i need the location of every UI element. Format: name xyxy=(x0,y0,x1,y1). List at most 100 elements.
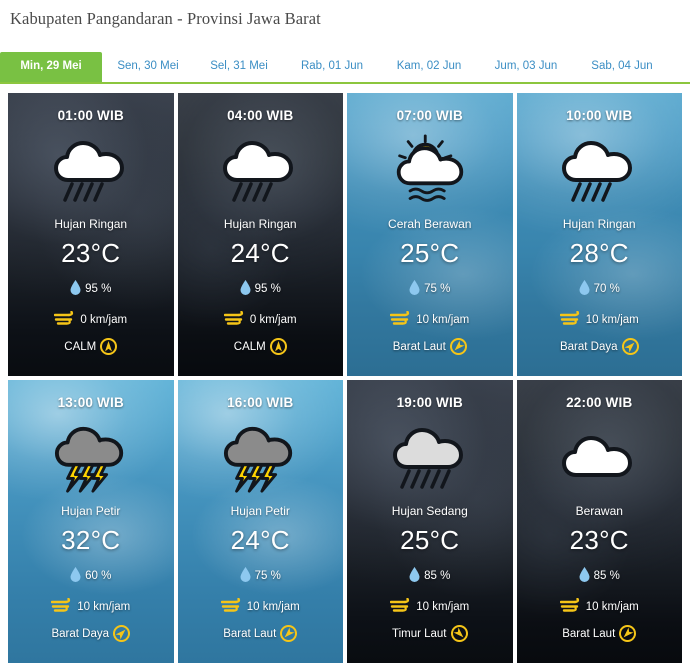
forecast-condition: Hujan Petir xyxy=(61,504,121,518)
wind-speed-value: 10 km/jam xyxy=(585,600,639,613)
forecast-card-content: 10:00 WIB Hujan Ringan 28°C 70 % 10 km/jam Ba… xyxy=(517,93,683,376)
cloudy-icon xyxy=(562,416,636,500)
thunderstorm-icon xyxy=(54,416,128,500)
forecast-condition: Hujan Ringan xyxy=(223,217,297,231)
forecast-card[interactable]: 04:00 WIB Hujan Ringan 24°C 95 % 0 km/jam CAL… xyxy=(177,93,344,376)
wind-icon xyxy=(54,310,76,328)
water-drop-icon xyxy=(579,567,590,585)
day-tab-bar: Min, 29 Mei Sen, 30 Mei Sel, 31 Mei Rab,… xyxy=(0,52,690,84)
forecast-card[interactable]: 01:00 WIB Hujan Ringan 23°C 95 % 0 km/jam CAL… xyxy=(8,93,174,376)
forecast-condition: Hujan Sedang xyxy=(391,504,468,518)
tab-day-2[interactable]: Sel, 31 Mei xyxy=(194,52,284,82)
wind-direction-row: Barat Laut xyxy=(562,625,637,642)
rain-moderate-icon xyxy=(392,416,467,500)
forecast-temperature: 25°C xyxy=(400,238,460,268)
tab-label: Rab, 01 Jun xyxy=(300,60,363,73)
compass-arrow-icon xyxy=(280,625,298,642)
water-drop-icon xyxy=(70,280,81,298)
forecast-temperature: 24°C xyxy=(230,238,290,268)
wind-icon xyxy=(51,597,73,615)
wind-speed-row: 10 km/jam xyxy=(390,310,469,328)
page-title: Kabupaten Pangandaran - Provinsi Jawa Ba… xyxy=(10,9,321,28)
forecast-card[interactable]: 19:00 WIB Hujan Sedang 25°C 85 % 10 km/jam Ti… xyxy=(347,380,513,663)
humidity-value: 95 % xyxy=(85,283,112,295)
forecast-card-content: 22:00 WIB Berawan 23°C 85 % 10 km/jam Barat L… xyxy=(517,380,683,663)
rain-light-icon xyxy=(53,129,128,213)
forecast-card-content: 16:00 WIB Hujan Petir 24°C 75 % 10 km/jam Bar… xyxy=(178,380,344,663)
humidity-value: 75 % xyxy=(424,283,451,295)
humidity-row: 75 % xyxy=(409,280,450,298)
forecast-time: 07:00 WIB xyxy=(396,108,463,123)
wind-icon xyxy=(223,310,246,328)
compass-arrow-icon xyxy=(269,338,287,355)
water-drop-icon xyxy=(240,280,251,298)
wind-direction-label: Barat Laut xyxy=(562,627,616,640)
forecast-card-content: 04:00 WIB Hujan Ringan 24°C 95 % 0 km/jam CAL… xyxy=(178,93,344,376)
wind-direction-row: CALM xyxy=(64,338,118,355)
wind-icon xyxy=(559,310,582,328)
wind-direction-row: Barat Laut xyxy=(393,338,467,355)
tab-day-1[interactable]: Sen, 30 Mei xyxy=(102,52,194,82)
wind-speed-row: 10 km/jam xyxy=(559,310,639,328)
tab-day-5[interactable]: Jum, 03 Jun xyxy=(478,52,574,82)
forecast-condition: Cerah Berawan xyxy=(388,217,472,231)
forecast-condition: Hujan Ringan xyxy=(562,217,636,231)
forecast-condition: Hujan Ringan xyxy=(54,217,128,231)
compass-arrow-icon xyxy=(100,338,118,355)
forecast-temperature: 25°C xyxy=(400,525,460,555)
water-drop-icon xyxy=(409,567,420,585)
wind-speed-value: 10 km/jam xyxy=(416,600,470,613)
rain-light-icon xyxy=(223,129,297,213)
tab-label: Sen, 30 Mei xyxy=(117,60,179,73)
compass-arrow-icon xyxy=(619,625,637,642)
forecast-card[interactable]: 10:00 WIB Hujan Ringan 28°C 70 % 10 km/jam Ba… xyxy=(516,93,683,376)
humidity-value: 95 % xyxy=(254,283,281,295)
wind-speed-value: 10 km/jam xyxy=(246,600,300,613)
wind-icon xyxy=(390,597,412,615)
forecast-card[interactable]: 07:00 WIB Cerah Berawan 25°C 75 % 10 km/jam B… xyxy=(347,93,513,376)
forecast-time: 22:00 WIB xyxy=(566,395,633,410)
tab-label: Sel, 31 Mei xyxy=(210,60,268,73)
wind-speed-value: 10 km/jam xyxy=(585,313,639,326)
wind-direction-label: Barat Laut xyxy=(223,627,277,640)
forecast-temperature: 32°C xyxy=(61,525,121,555)
forecast-temperature: 24°C xyxy=(230,525,290,555)
forecast-time: 13:00 WIB xyxy=(57,395,124,410)
humidity-value: 60 % xyxy=(85,570,112,582)
forecast-temperature: 23°C xyxy=(569,525,629,555)
tab-day-0[interactable]: Min, 29 Mei xyxy=(0,52,102,82)
wind-speed-row: 10 km/jam xyxy=(559,597,639,615)
tab-day-4[interactable]: Kam, 02 Jun xyxy=(380,52,478,82)
wind-direction-label: Barat Daya xyxy=(51,627,110,640)
wind-direction-label: CALM xyxy=(233,340,266,353)
humidity-row: 75 % xyxy=(240,567,281,585)
wind-direction-label: Timur Laut xyxy=(391,627,447,640)
wind-direction-label: CALM xyxy=(64,340,97,353)
forecast-condition: Berawan xyxy=(575,504,623,518)
tab-label: Min, 29 Mei xyxy=(20,60,82,73)
forecast-card-content: 19:00 WIB Hujan Sedang 25°C 85 % 10 km/jam Ti… xyxy=(347,380,513,663)
water-drop-icon xyxy=(240,567,251,585)
compass-arrow-icon xyxy=(449,338,467,355)
forecast-card[interactable]: 13:00 WIB Hujan Petir 32°C 60 % 10 km/jam Bar… xyxy=(8,380,174,663)
thunderstorm-icon xyxy=(223,416,297,500)
water-drop-icon xyxy=(579,280,590,298)
forecast-grid: 01:00 WIB Hujan Ringan 23°C 95 % 0 km/jam CAL… xyxy=(8,93,682,663)
forecast-time: 01:00 WIB xyxy=(57,108,124,123)
forecast-card-content: 01:00 WIB Hujan Ringan 23°C 95 % 0 km/jam CAL… xyxy=(8,93,174,376)
wind-speed-value: 10 km/jam xyxy=(77,600,131,613)
compass-arrow-icon xyxy=(450,625,468,642)
wind-direction-row: Timur Laut xyxy=(392,625,468,642)
tab-day-3[interactable]: Rab, 01 Jun xyxy=(284,52,380,82)
forecast-card[interactable]: 22:00 WIB Berawan 23°C 85 % 10 km/jam Barat L… xyxy=(516,380,683,663)
forecast-time: 16:00 WIB xyxy=(227,395,294,410)
forecast-card-content: 07:00 WIB Cerah Berawan 25°C 75 % 10 km/jam B… xyxy=(347,93,513,376)
rain-light-icon xyxy=(562,129,636,213)
humidity-value: 70 % xyxy=(593,283,620,295)
forecast-time: 04:00 WIB xyxy=(227,108,294,123)
partly-cloudy-icon xyxy=(393,129,467,213)
tab-day-6[interactable]: Sab, 04 Jun xyxy=(574,52,670,82)
humidity-row: 60 % xyxy=(70,567,111,585)
forecast-card[interactable]: 16:00 WIB Hujan Petir 24°C 75 % 10 km/jam Bar… xyxy=(177,380,344,663)
